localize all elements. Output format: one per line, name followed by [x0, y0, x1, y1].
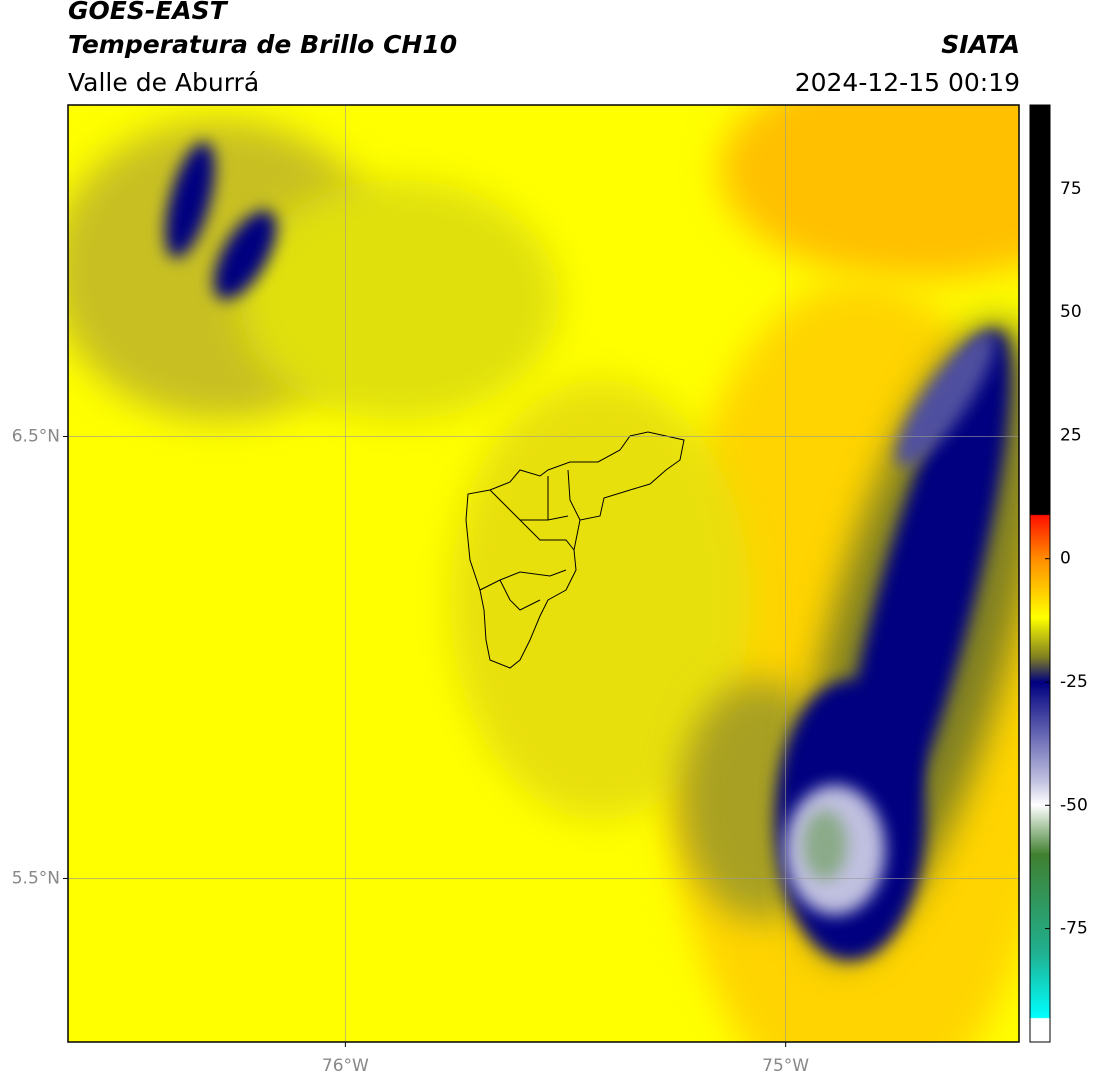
- x-tick-label: 76°W: [322, 1056, 369, 1076]
- colorbar: [1029, 104, 1051, 1043]
- colorbar-tick-label: 25: [1060, 425, 1082, 445]
- municipality-boundaries: [465, 431, 685, 669]
- colorbar-tick-label: -50: [1060, 795, 1088, 815]
- subtitle: Temperatura de Brillo CH10: [68, 30, 458, 59]
- title: GOES-EAST: [68, 0, 227, 25]
- agency: SIATA: [941, 30, 1020, 59]
- x-tick-label: 75°W: [762, 1056, 809, 1076]
- colorbar-tick-label: 0: [1060, 549, 1071, 569]
- colorbar-tick-label: 75: [1060, 179, 1082, 199]
- datetime: 2024-12-15 00:19: [794, 68, 1020, 97]
- colorbar-tick-label: 50: [1060, 302, 1082, 322]
- colorbar-tick-label: -75: [1060, 919, 1088, 939]
- field: [68, 105, 1019, 1042]
- colorbar-tick-label: -25: [1060, 672, 1088, 692]
- y-tick-label: 6.5°N: [12, 426, 60, 446]
- map-frame: [67, 104, 1020, 1043]
- y-tick-label: 5.5°N: [12, 868, 60, 888]
- region: Valle de Aburrá: [68, 68, 260, 97]
